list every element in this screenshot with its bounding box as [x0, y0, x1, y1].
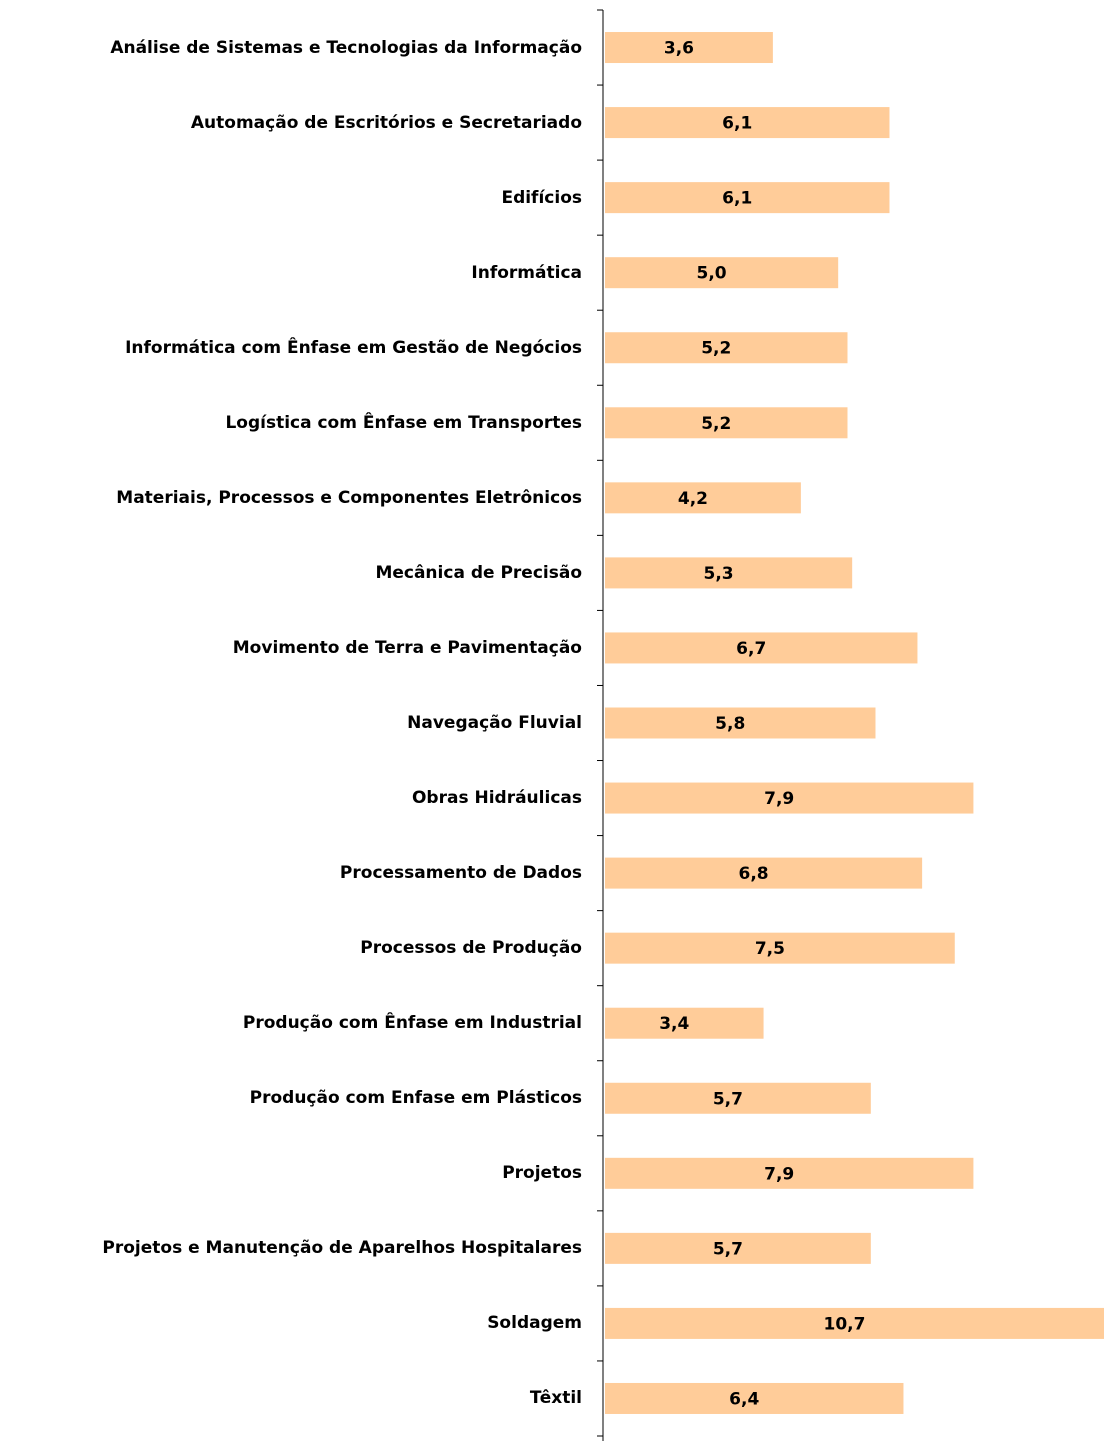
category-label: Soldagem: [487, 1313, 582, 1334]
category-label: Edifícios: [501, 187, 582, 208]
category-label: Processos de Produção: [360, 938, 582, 959]
data-label: 5,7: [713, 1089, 743, 1109]
category-label: Navegação Fluvial: [407, 712, 582, 733]
data-label: 7,5: [755, 939, 785, 959]
category-label: Projetos: [502, 1163, 582, 1184]
bar: [605, 1307, 1104, 1339]
category-label: Logística com Ênfase em Transportes: [225, 412, 582, 433]
bar: [605, 1382, 904, 1414]
bar: [605, 557, 853, 589]
bar: [605, 1157, 974, 1189]
category-label: Produção com Ênfase em Industrial: [242, 1013, 582, 1034]
data-label: 5,2: [701, 339, 731, 359]
bar: [605, 1007, 764, 1039]
data-label: 6,8: [738, 864, 768, 884]
category-label: Informática: [471, 262, 582, 283]
category-label: Movimento de Terra e Pavimentação: [232, 637, 582, 658]
bar: [605, 632, 918, 664]
bar: [605, 107, 890, 139]
bar: [605, 32, 773, 64]
category-label: Processamento de Dados: [339, 863, 582, 884]
data-label: 5,3: [704, 564, 734, 584]
bar: [605, 782, 974, 814]
category-label: Têxtil: [529, 1388, 582, 1409]
bar: [605, 482, 801, 514]
category-label: Produção com Enfase em Plásticos: [249, 1088, 582, 1109]
bar: [605, 182, 890, 214]
data-label: 7,9: [764, 789, 794, 809]
data-label: 6,4: [729, 1389, 759, 1409]
data-label: 3,4: [659, 1014, 689, 1034]
category-label: Projetos e Manutenção de Aparelhos Hospi…: [102, 1238, 582, 1259]
bar: [605, 707, 876, 739]
bar: [605, 407, 848, 439]
category-label: Informática com Ênfase em Gestão de Negó…: [125, 337, 582, 358]
data-label: 6,7: [736, 639, 766, 659]
bar: [605, 857, 923, 889]
category-label: Materiais, Processos e Componentes Eletr…: [116, 487, 582, 508]
data-label: 5,2: [701, 414, 731, 434]
bar: [605, 1232, 871, 1264]
bar: [605, 1082, 871, 1114]
data-label: 10,7: [824, 1314, 866, 1334]
data-label: 6,1: [722, 114, 752, 134]
data-label: 6,1: [722, 189, 752, 209]
category-label: Mecânica de Precisão: [375, 562, 582, 583]
category-label: Obras Hidráulicas: [411, 788, 582, 809]
bar: [605, 257, 839, 289]
data-label: 7,9: [764, 1164, 794, 1184]
category-label: Automação de Escritórios e Secretariado: [190, 112, 582, 133]
bar: [605, 332, 848, 364]
data-label: 5,8: [715, 714, 745, 734]
data-label: 5,7: [713, 1239, 743, 1259]
bar: [605, 932, 955, 964]
category-label: Análise de Sistemas e Tecnologias da Inf…: [110, 37, 582, 58]
data-label: 5,0: [697, 264, 727, 284]
data-label: 4,2: [678, 489, 708, 509]
data-label: 3,6: [664, 39, 694, 59]
